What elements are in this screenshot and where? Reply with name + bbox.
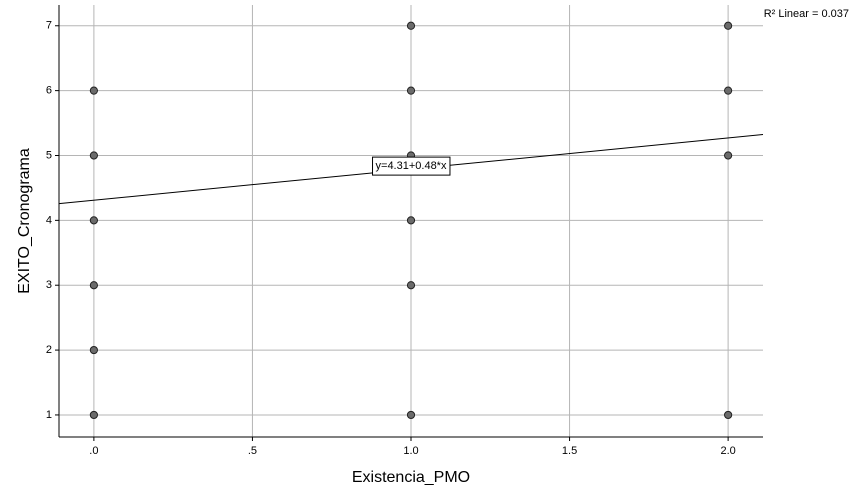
point <box>89 86 98 95</box>
y-tick-label: 4 <box>46 214 52 226</box>
point <box>724 410 733 420</box>
x-tick-label: 1.5 <box>562 445 577 457</box>
fit-label: y=4.31+0.48*x <box>376 160 447 172</box>
point <box>89 410 98 420</box>
point <box>406 216 416 225</box>
point <box>89 281 98 290</box>
y-tick-label: 6 <box>46 85 52 97</box>
point <box>406 21 416 30</box>
x-axis-title: Existencia_PMO <box>352 469 470 486</box>
fit-label-box <box>372 156 451 176</box>
y-tick-label: 7 <box>46 20 52 32</box>
y-axis-title: EXITO_Cronograma <box>16 148 33 294</box>
point <box>406 86 416 95</box>
point <box>724 86 733 95</box>
point <box>724 151 733 160</box>
y-tick-label: 5 <box>46 149 52 161</box>
x-tick-label: 2.0 <box>720 445 735 457</box>
point <box>89 216 98 225</box>
y-tick-label: 3 <box>46 279 52 291</box>
x-tick-label: .5 <box>248 445 257 457</box>
point <box>89 151 98 160</box>
y-tick-label: 1 <box>46 409 52 421</box>
point <box>406 281 416 290</box>
x-tick-label: 1.0 <box>403 445 418 457</box>
point <box>724 21 733 30</box>
point <box>406 410 416 420</box>
r2-label: R² Linear = 0.037 <box>764 8 849 20</box>
y-tick-label: 2 <box>46 344 52 356</box>
point <box>89 345 98 355</box>
x-tick-label: .0 <box>89 445 98 457</box>
